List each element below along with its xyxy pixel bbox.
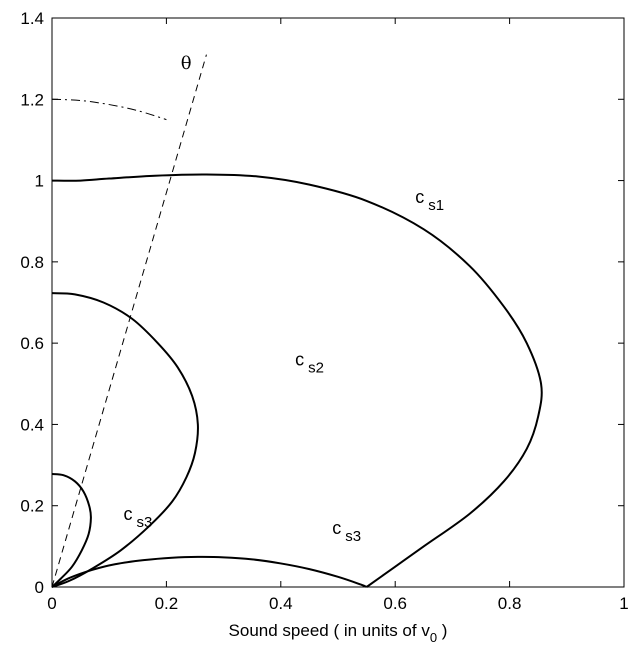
x-axis-label: Sound speed ( in units of v0 ) xyxy=(229,621,448,645)
curves xyxy=(51,54,543,588)
series-line-3 xyxy=(51,473,92,588)
y-tick-label: 1 xyxy=(35,172,44,191)
y-tick-label: 1.2 xyxy=(20,90,44,109)
y-tick-label: 0.8 xyxy=(20,253,44,272)
x-tick-label: 0.4 xyxy=(269,594,293,613)
y-tick-label: 0.6 xyxy=(20,334,44,353)
reference-line-dashed xyxy=(51,54,207,588)
x-tick-label: 1 xyxy=(619,594,628,613)
curve-label: c s1 xyxy=(415,187,444,214)
x-tick-label: 0.6 xyxy=(383,594,407,613)
plot-frame xyxy=(51,17,625,588)
y-tick-label: 0.2 xyxy=(20,497,44,516)
series-line-4 xyxy=(51,555,368,588)
theta-label: θ xyxy=(181,53,192,74)
curve-label: c s3 xyxy=(332,518,361,545)
x-tick-label: 0.2 xyxy=(155,594,179,613)
curve-label: c s3 xyxy=(124,504,153,531)
curve-label: c s2 xyxy=(295,349,324,376)
x-tick-label: 0 xyxy=(47,594,56,613)
y-tick-label: 0.4 xyxy=(20,415,44,434)
series-line-1 xyxy=(51,173,543,588)
y-tick-label: 0 xyxy=(35,578,44,597)
curve-labels: c s1 c s2 c s3 c s3 θ xyxy=(124,53,445,545)
y-tick-label: 1.4 xyxy=(20,9,44,28)
axis-ticks: 0 0.2 0.4 0.6 0.8 1 0 0.2 0.4 0.6 0.8 1 1.2 1.4 xyxy=(20,9,628,613)
x-tick-label: 0.8 xyxy=(498,594,522,613)
series-line-2 xyxy=(51,292,199,588)
reference-line-dashdot xyxy=(51,98,167,121)
